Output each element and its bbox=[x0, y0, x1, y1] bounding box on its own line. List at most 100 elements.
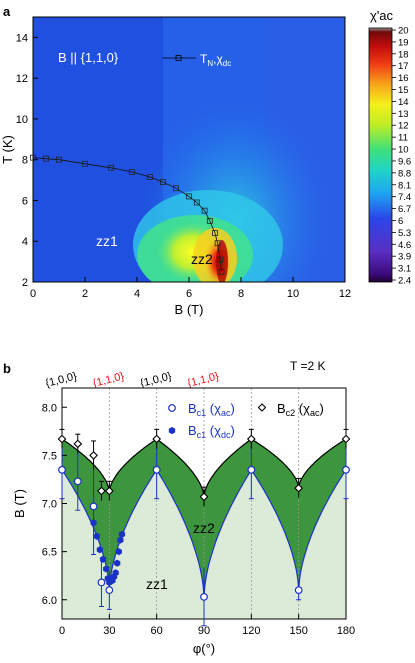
colorbar-tick-label: 20 bbox=[398, 26, 409, 37]
bc1-dc-point bbox=[117, 536, 124, 544]
y-tick-label: 6.5 bbox=[42, 547, 57, 559]
temperature-label: T =2 K bbox=[290, 359, 325, 373]
bc1-dc-legend-marker bbox=[168, 427, 176, 435]
heatmap-image bbox=[33, 17, 345, 282]
bc1-ac-point bbox=[152, 465, 161, 474]
colorbar-tick-label: 13 bbox=[398, 109, 409, 120]
tn-point bbox=[147, 174, 153, 180]
colorbar-tick-label: 8.1 bbox=[398, 180, 411, 191]
colorbar-tick-label: 11 bbox=[398, 133, 408, 144]
tn-point bbox=[218, 268, 225, 275]
tn-line bbox=[32, 157, 222, 272]
bc1-ac-point bbox=[73, 477, 82, 486]
y-tick-label: 6 bbox=[22, 195, 28, 207]
bc1-ac-point bbox=[105, 586, 114, 595]
tn-point bbox=[217, 256, 224, 263]
colorbar-tick-label: 17 bbox=[398, 61, 409, 72]
x-axis-label: B (T) bbox=[175, 302, 204, 317]
x-tick-label: 180 bbox=[337, 625, 355, 637]
scatter-panel: T =2 K {1,0,0} {1,1,0} {1,0,0} {1,1,0} 0 30 6… bbox=[12, 359, 355, 656]
bc2-point bbox=[57, 434, 67, 444]
bc1-ac-point bbox=[342, 465, 350, 474]
x-tick-label: 2 bbox=[82, 288, 88, 300]
colorbar-tick-label: 3.1 bbox=[398, 264, 411, 275]
x-tick-label: 6 bbox=[186, 288, 192, 300]
bc2-legend-marker bbox=[257, 403, 267, 412]
tn-point bbox=[56, 156, 62, 163]
direction-label: {1,0,0} bbox=[139, 370, 173, 389]
bc1-ac-point bbox=[200, 592, 208, 601]
bc2-point bbox=[152, 434, 162, 444]
y-tick-label: 2 bbox=[22, 277, 28, 289]
bc2-point bbox=[73, 439, 83, 449]
region-zz2-label-b: zz2 bbox=[193, 520, 215, 536]
tn-point bbox=[206, 217, 213, 224]
bc1-dc-point bbox=[118, 530, 126, 538]
colorbar-tick-label: 18 bbox=[398, 49, 409, 60]
direction-labels: {1,0,0} {1,1,0} {1,0,0} {1,1,0} bbox=[44, 370, 220, 389]
x-tick-label: 60 bbox=[151, 625, 163, 637]
bc2-point bbox=[341, 434, 351, 444]
colorbar-tick-label: 12 bbox=[398, 121, 409, 132]
bc1-dc-point bbox=[93, 532, 100, 540]
bc1-ac-legend-label: Bc1 (χac) bbox=[188, 401, 235, 418]
tn-legend-marker bbox=[175, 55, 182, 61]
y-tick-label: 7.0 bbox=[42, 499, 57, 511]
y-tick-label: 10 bbox=[16, 114, 28, 126]
x-axis-label: φ(°) bbox=[193, 641, 215, 656]
scatter-points bbox=[57, 428, 351, 627]
x-tick-label: 0 bbox=[30, 288, 36, 300]
colorbar-ticks: 2.43.13.94.65.366.77.48.18.89.6101112131… bbox=[392, 26, 411, 287]
bc1-dc-legend-label: Bc1 (χdc) bbox=[188, 423, 235, 440]
tn-point bbox=[160, 179, 166, 186]
colorbar-tick-label: 8.8 bbox=[398, 168, 411, 179]
x-tick-label: 30 bbox=[103, 625, 115, 637]
tn-line-layer bbox=[30, 154, 225, 275]
bc2-legend-label: Bc2 (χac) bbox=[277, 401, 324, 418]
tn-point bbox=[30, 154, 36, 161]
x-tick-label: 120 bbox=[242, 625, 260, 637]
x-tick-label: 90 bbox=[198, 625, 210, 637]
tn-point bbox=[82, 160, 88, 167]
bc1-ac-point bbox=[97, 578, 106, 587]
x-tick-label: 12 bbox=[339, 288, 351, 300]
y-tick-label: 8 bbox=[22, 155, 28, 167]
tn-point bbox=[186, 193, 192, 200]
bc2-point bbox=[294, 483, 304, 493]
bc1-dc-point bbox=[115, 548, 122, 556]
bc1-dc-point bbox=[112, 569, 119, 577]
bc1-ac-point bbox=[247, 465, 256, 474]
bc1-ac-legend-marker bbox=[168, 404, 176, 412]
direction-label: {1,0,0} bbox=[44, 370, 78, 389]
x-tick-label: 4 bbox=[134, 288, 140, 300]
tn-point bbox=[193, 199, 200, 206]
tn-point bbox=[128, 169, 135, 175]
colorbar-tick-label: 5.3 bbox=[398, 228, 411, 239]
bc1-dc-point bbox=[99, 555, 107, 563]
tn-point bbox=[43, 155, 49, 162]
bc2-point bbox=[246, 434, 256, 444]
direction-label: {1,1,0} bbox=[186, 370, 220, 389]
x-tick-label: 150 bbox=[289, 625, 307, 637]
tn-point bbox=[173, 185, 179, 192]
tn-point bbox=[108, 164, 114, 171]
tn-point bbox=[214, 240, 221, 247]
bc1-ac-point bbox=[89, 502, 98, 511]
bc2-point bbox=[97, 486, 106, 496]
bc1-ac-point bbox=[58, 465, 66, 474]
x-tick-label: 8 bbox=[238, 288, 244, 300]
y-tick-label: 6.0 bbox=[42, 595, 57, 607]
panel-letter-b: b bbox=[3, 361, 11, 376]
region-zz1-label-b: zz1 bbox=[146, 576, 168, 592]
colorbar bbox=[368, 27, 393, 283]
y-axis-label: B (T) bbox=[12, 489, 27, 518]
bc2-point bbox=[199, 492, 209, 502]
colorbar-tick-label: 19 bbox=[398, 37, 409, 48]
colorbar-tick-label: 6.7 bbox=[398, 204, 411, 215]
bc1-ac-point bbox=[294, 586, 303, 595]
bc1-dc-point bbox=[90, 519, 97, 527]
colorbar-tick-label: 2.4 bbox=[398, 276, 411, 287]
y-tick-label: 14 bbox=[16, 32, 28, 44]
bc1-dc-point bbox=[96, 546, 103, 554]
